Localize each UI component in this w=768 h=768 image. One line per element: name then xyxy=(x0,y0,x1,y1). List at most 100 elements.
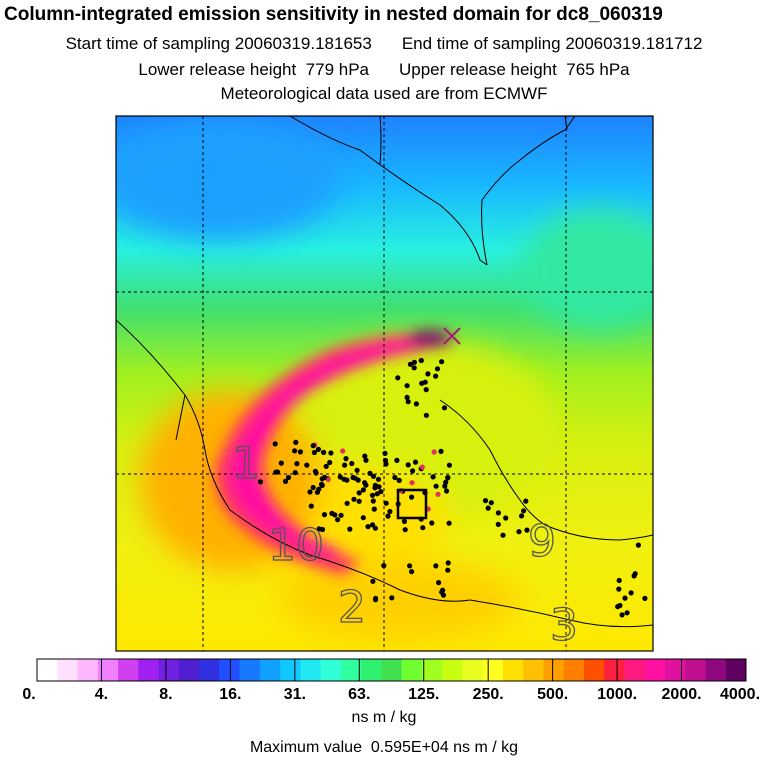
release-point xyxy=(500,532,506,538)
release-point xyxy=(485,505,491,511)
lower-value: 779 hPa xyxy=(305,60,369,79)
colorbar-cell xyxy=(219,659,241,681)
release-point xyxy=(362,453,368,459)
map-title: Column-integrated emission sensitivity i… xyxy=(4,4,663,25)
colorbar-cell xyxy=(158,659,180,681)
release-point xyxy=(356,498,362,504)
release-point xyxy=(445,474,451,481)
release-point xyxy=(401,518,407,525)
map-field: 1 10 2 9 3 xyxy=(116,116,653,651)
colorbar-cell xyxy=(442,659,463,681)
release-point xyxy=(441,405,448,411)
release-heights: Lower release height 779 hPa Upper releas… xyxy=(0,60,768,80)
release-point xyxy=(429,520,435,526)
release-point xyxy=(370,473,377,479)
release-point xyxy=(411,359,417,365)
release-point xyxy=(351,496,357,502)
release-point xyxy=(423,412,429,418)
colorbar-cell xyxy=(300,659,322,681)
release-point xyxy=(423,387,429,393)
release-point xyxy=(523,498,529,504)
release-point xyxy=(631,573,637,579)
sampling-times: Start time of sampling 20060319.181653 En… xyxy=(0,34,768,54)
release-point xyxy=(516,529,522,535)
colorbar-cell xyxy=(401,659,423,681)
colorbar-cell xyxy=(239,659,261,681)
release-point xyxy=(374,491,380,497)
release-point xyxy=(519,513,525,519)
colorbar-cell xyxy=(563,659,585,681)
release-point xyxy=(383,500,389,506)
release-point xyxy=(394,457,400,463)
release-point xyxy=(328,450,334,456)
release-point xyxy=(635,542,642,548)
release-point xyxy=(407,361,413,367)
release-point xyxy=(389,595,395,601)
release-point xyxy=(619,612,625,618)
release-point xyxy=(294,461,300,467)
colorbar-cell xyxy=(178,659,200,681)
colorbar-tick-label: 63. xyxy=(348,686,370,703)
release-point xyxy=(312,468,318,474)
colorbar-tick-label: 125. xyxy=(408,686,439,703)
max-label: Maximum value xyxy=(249,739,362,756)
colorbar-cell xyxy=(138,659,160,681)
colorbar-unit: ns m / kg xyxy=(351,709,417,726)
release-point xyxy=(360,487,366,493)
release-point xyxy=(329,510,335,516)
release-point xyxy=(337,474,343,480)
colorbar-tick-label: 0. xyxy=(22,686,35,703)
release-point xyxy=(412,459,419,465)
colorbar-cell xyxy=(644,659,666,681)
release-point xyxy=(436,580,442,586)
release-point xyxy=(382,450,388,456)
release-point xyxy=(285,474,292,481)
release-point xyxy=(435,491,441,497)
release-point xyxy=(387,508,393,515)
release-point xyxy=(624,610,630,616)
release-point xyxy=(344,500,350,506)
release-point xyxy=(402,527,408,533)
release-point xyxy=(381,563,387,569)
release-point xyxy=(311,449,317,456)
colorbar-tick-label: 8. xyxy=(159,686,172,703)
release-point xyxy=(616,577,622,584)
release-point xyxy=(304,462,310,468)
release-point xyxy=(396,477,402,483)
colorbar-cell xyxy=(259,659,281,681)
release-point xyxy=(409,569,415,575)
colorbar-tick-label: 4. xyxy=(95,686,108,703)
colorbar-cell xyxy=(381,659,403,681)
colorbar-tick-label: 31. xyxy=(284,686,306,703)
release-point xyxy=(278,460,284,466)
release-point xyxy=(444,488,450,494)
colorbar-cell xyxy=(624,659,646,681)
release-point xyxy=(503,515,509,521)
release-point xyxy=(370,578,376,584)
release-point xyxy=(363,457,369,463)
release-point xyxy=(431,449,437,455)
release-point xyxy=(405,399,411,405)
release-point xyxy=(367,470,373,476)
upper-label: Upper release height xyxy=(399,60,557,79)
release-point xyxy=(297,449,303,455)
release-point xyxy=(383,461,389,467)
release-point xyxy=(420,525,426,531)
release-point xyxy=(349,460,355,467)
release-point xyxy=(445,567,451,573)
region-label: 3 xyxy=(550,600,578,651)
release-point xyxy=(385,513,391,519)
release-point xyxy=(272,441,278,447)
colorbar-cell xyxy=(280,659,301,681)
end-value: 20060319.181712 xyxy=(565,34,703,53)
release-point xyxy=(628,590,634,596)
release-point xyxy=(622,595,628,601)
release-point xyxy=(292,470,298,476)
colorbar-cell xyxy=(340,659,362,681)
release-point xyxy=(443,479,449,485)
release-point xyxy=(322,474,328,480)
colorbar-cell xyxy=(57,659,79,681)
x-marker-icon xyxy=(443,327,461,345)
